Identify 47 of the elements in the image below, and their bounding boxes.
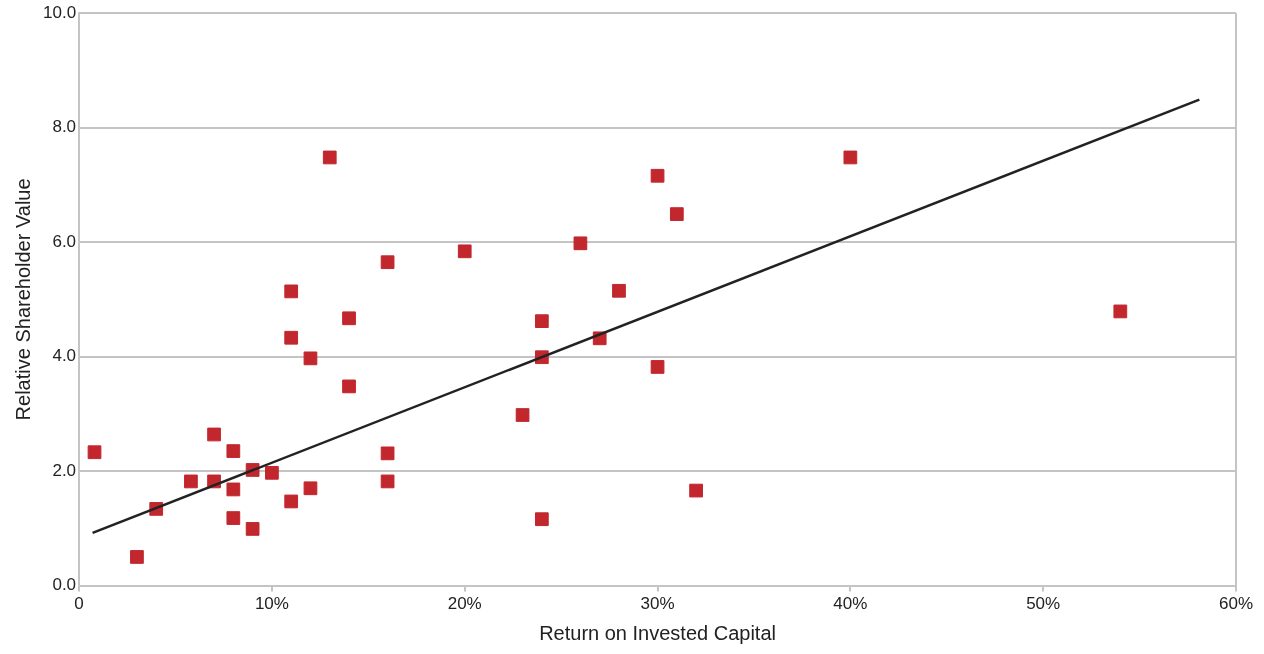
point [457, 244, 472, 259]
x-tick-label: 60% [1218, 594, 1254, 614]
point [669, 207, 684, 221]
point [342, 379, 356, 394]
point [534, 512, 549, 527]
point [689, 483, 703, 498]
point [573, 236, 588, 251]
point [284, 330, 299, 345]
y-tick-label: 4.0 [52, 346, 77, 366]
point [226, 444, 241, 458]
point [184, 474, 198, 489]
point [207, 427, 221, 442]
y-tick-label: 0.0 [52, 575, 77, 595]
x-axis-title: Return on Invested Capital [539, 621, 776, 644]
y-tick-label: 2.0 [52, 460, 77, 480]
point [284, 494, 299, 509]
point [245, 522, 260, 536]
x-tick-label: 20% [447, 594, 482, 614]
point [303, 351, 318, 366]
y-axis-title: Relative Shareholder Value [11, 178, 34, 421]
point [380, 255, 395, 270]
y-tick-label: 10.0 [42, 2, 77, 22]
point [265, 465, 279, 480]
point [843, 150, 858, 165]
point [226, 511, 241, 525]
point [342, 311, 356, 326]
point [1113, 304, 1128, 319]
point [87, 445, 102, 460]
point [380, 474, 395, 489]
point [612, 283, 626, 298]
point [226, 482, 241, 497]
point [303, 481, 318, 496]
x-tick-label: 30% [640, 594, 675, 614]
point [650, 360, 665, 374]
y-tick-label: 8.0 [52, 117, 77, 137]
point [130, 550, 144, 564]
point [380, 446, 395, 461]
point [534, 314, 549, 329]
point [322, 150, 337, 165]
point [515, 408, 530, 422]
x-tick-label: 0 [74, 594, 84, 614]
y-tick-label: 6.0 [52, 231, 77, 251]
x-tick-label: 40% [833, 594, 868, 614]
point [650, 168, 665, 183]
point [284, 284, 299, 299]
x-tick-label: 10% [254, 594, 289, 614]
x-tick-label: 50% [1026, 594, 1061, 614]
